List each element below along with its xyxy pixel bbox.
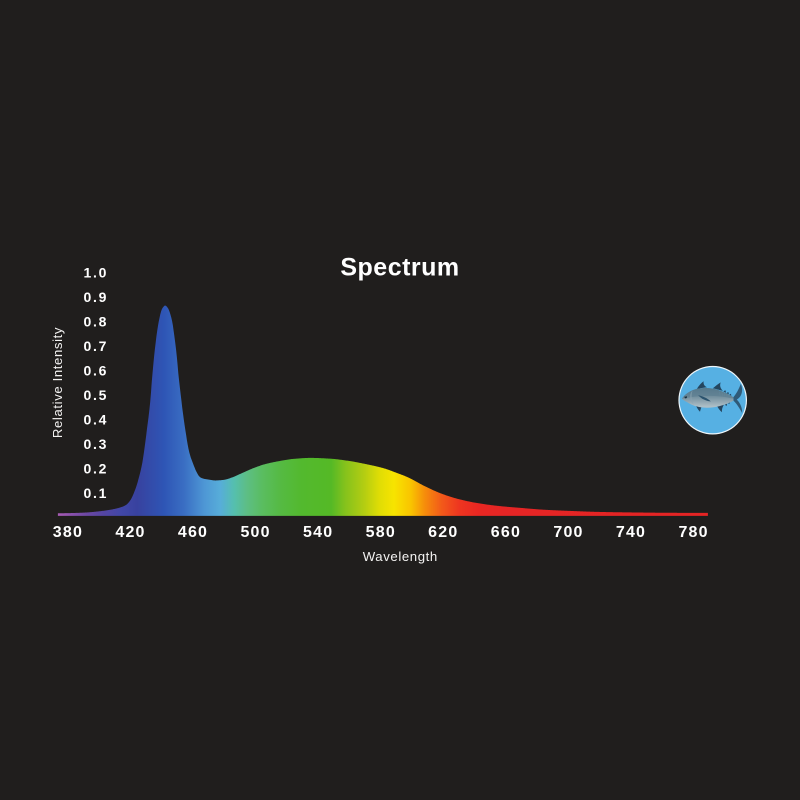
svg-text:0.8: 0.8 <box>84 313 109 329</box>
svg-text:1.0: 1.0 <box>84 264 109 280</box>
svg-text:380: 380 <box>53 524 83 541</box>
svg-text:540: 540 <box>303 524 333 541</box>
svg-text:740: 740 <box>616 524 646 541</box>
svg-text:Relative Intensity: Relative Intensity <box>50 327 65 438</box>
svg-text:500: 500 <box>240 524 270 541</box>
svg-text:Wavelength: Wavelength <box>363 549 438 564</box>
svg-text:0.4: 0.4 <box>84 411 109 427</box>
svg-text:Spectrum: Spectrum <box>340 253 459 281</box>
svg-text:420: 420 <box>115 524 145 541</box>
svg-text:580: 580 <box>366 524 396 541</box>
svg-text:0.5: 0.5 <box>84 387 109 403</box>
svg-text:0.9: 0.9 <box>84 289 109 305</box>
svg-text:0.3: 0.3 <box>84 436 109 452</box>
svg-text:700: 700 <box>553 524 583 541</box>
svg-text:660: 660 <box>491 524 521 541</box>
svg-text:620: 620 <box>428 524 458 541</box>
svg-text:0.1: 0.1 <box>84 485 109 501</box>
svg-text:0.7: 0.7 <box>84 338 109 354</box>
svg-text:460: 460 <box>178 524 208 541</box>
svg-text:0.6: 0.6 <box>84 362 109 378</box>
svg-text:780: 780 <box>678 524 708 541</box>
svg-text:0.2: 0.2 <box>84 460 109 476</box>
